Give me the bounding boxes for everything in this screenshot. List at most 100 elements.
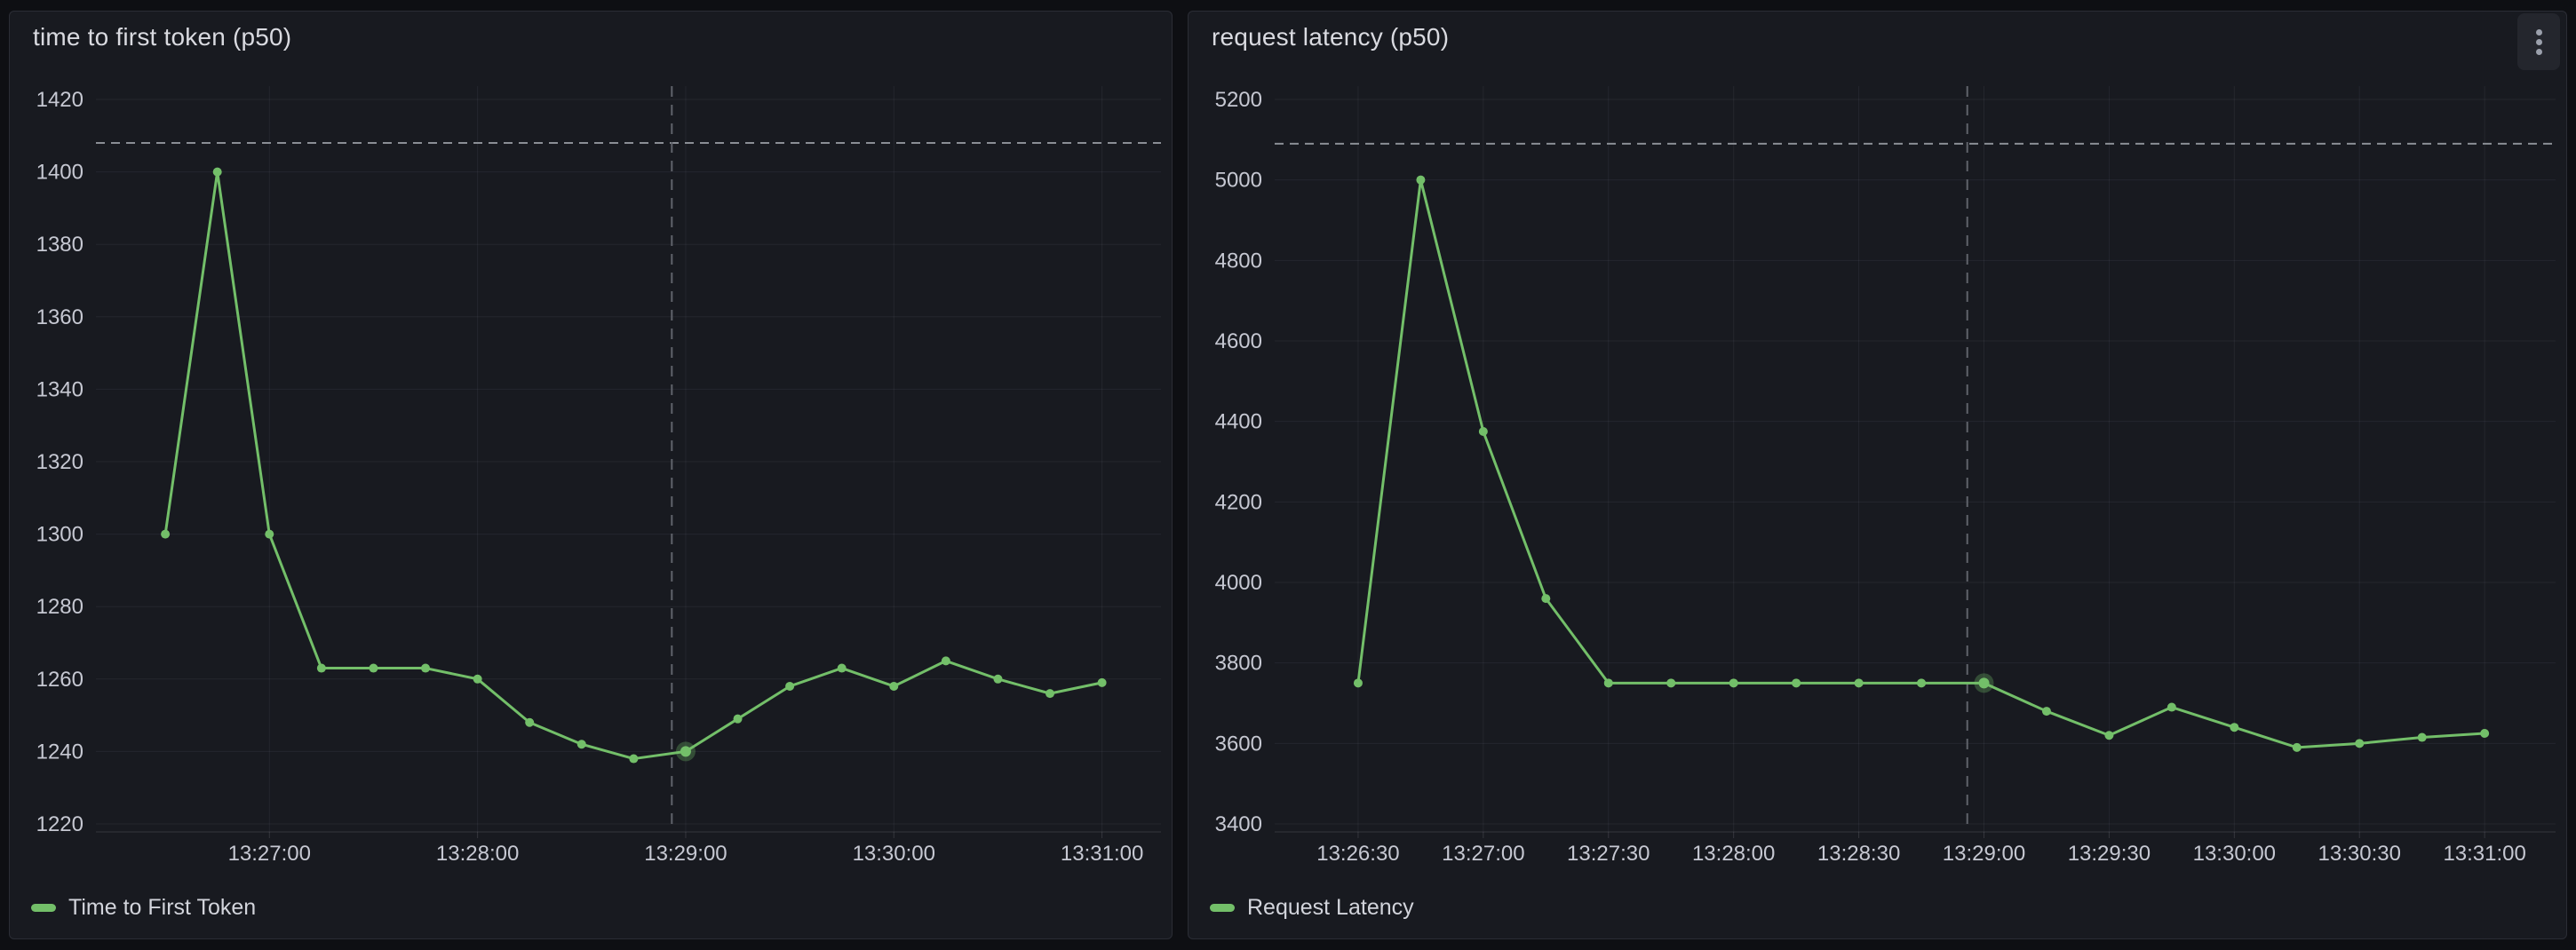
panel-title[interactable]: time to first token (p50) xyxy=(33,23,292,51)
data-point[interactable] xyxy=(2230,723,2239,732)
data-point[interactable] xyxy=(1097,677,1107,687)
data-point[interactable] xyxy=(1729,678,1738,688)
svg-text:1380: 1380 xyxy=(36,233,83,257)
data-point[interactable] xyxy=(1541,594,1551,604)
svg-text:13:30:00: 13:30:00 xyxy=(853,842,935,866)
x-axis xyxy=(1275,831,2556,838)
svg-text:13:28:00: 13:28:00 xyxy=(436,842,519,866)
svg-text:4200: 4200 xyxy=(1215,490,1262,514)
data-point[interactable] xyxy=(525,717,535,727)
panel-title[interactable]: request latency (p50) xyxy=(1212,23,1450,51)
svg-text:13:31:00: 13:31:00 xyxy=(1061,842,1143,866)
data-point[interactable] xyxy=(473,674,482,684)
kebab-menu-icon xyxy=(2535,28,2542,55)
svg-text:13:28:30: 13:28:30 xyxy=(1817,842,1900,866)
data-point[interactable] xyxy=(1416,175,1426,185)
svg-text:13:27:00: 13:27:00 xyxy=(1442,842,1524,866)
data-point[interactable] xyxy=(212,167,222,177)
svg-text:3400: 3400 xyxy=(1215,812,1262,836)
svg-text:1280: 1280 xyxy=(36,595,83,619)
data-point[interactable] xyxy=(1478,427,1488,436)
data-point[interactable] xyxy=(1603,678,1613,688)
svg-text:5000: 5000 xyxy=(1215,169,1262,193)
series-line[interactable] xyxy=(1356,178,2486,749)
data-point[interactable] xyxy=(2041,707,2051,716)
legend: Request Latency xyxy=(1210,894,1414,921)
data-point[interactable] xyxy=(576,740,586,749)
x-axis xyxy=(96,831,1161,838)
data-point[interactable] xyxy=(785,681,795,691)
data-point[interactable] xyxy=(941,656,950,666)
data-point[interactable] xyxy=(1353,678,1363,688)
data-point[interactable] xyxy=(2292,742,2302,752)
y-axis-labels: 1220 1240 1260 1280 1300 1320 1340 1360 1380 1400… xyxy=(36,88,83,836)
panel-menu-button[interactable] xyxy=(2517,13,2560,70)
gridlines xyxy=(96,86,1161,832)
svg-text:13:30:30: 13:30:30 xyxy=(2318,842,2401,866)
data-point[interactable] xyxy=(1854,678,1864,688)
svg-text:1220: 1220 xyxy=(36,812,83,836)
svg-text:13:29:30: 13:29:30 xyxy=(2068,842,2151,866)
series-color-swatch xyxy=(31,903,56,912)
svg-text:13:26:30: 13:26:30 xyxy=(1316,842,1399,866)
panel-request-latency: request latency (p50) 3400 3600 3800 4000 42… xyxy=(1188,11,2567,939)
data-point[interactable] xyxy=(2167,702,2176,712)
panel-header: time to first token (p50) xyxy=(10,12,1172,63)
data-point[interactable] xyxy=(837,663,847,673)
data-point[interactable] xyxy=(2355,739,2365,748)
svg-text:1420: 1420 xyxy=(36,88,83,112)
data-points[interactable] xyxy=(1353,175,2490,752)
ttft-chart-plot[interactable]: 1220 1240 1260 1280 1300 1320 1340 1360 1380 1400… xyxy=(10,61,1170,878)
svg-text:1300: 1300 xyxy=(36,523,83,547)
svg-text:4000: 4000 xyxy=(1215,571,1262,595)
svg-text:13:30:00: 13:30:00 xyxy=(2193,842,2276,866)
hovered-data-point[interactable] xyxy=(680,746,691,757)
svg-text:13:28:00: 13:28:00 xyxy=(1692,842,1775,866)
legend: Time to First Token xyxy=(31,894,256,921)
svg-text:3600: 3600 xyxy=(1215,732,1262,756)
latency-chart-plot[interactable]: 3400 3600 3800 4000 4200 4400 4600 4800 5000 5200… xyxy=(1189,61,2564,878)
svg-text:5200: 5200 xyxy=(1215,88,1262,112)
svg-text:3800: 3800 xyxy=(1215,652,1262,676)
svg-text:1400: 1400 xyxy=(36,161,83,185)
svg-text:1340: 1340 xyxy=(36,377,83,401)
data-point[interactable] xyxy=(1046,689,1055,699)
data-point[interactable] xyxy=(1917,678,1927,688)
data-point[interactable] xyxy=(889,681,899,691)
panel-header: request latency (p50) xyxy=(1189,12,2566,63)
svg-text:13:29:00: 13:29:00 xyxy=(1943,842,2025,866)
data-point[interactable] xyxy=(1666,678,1676,688)
series-line[interactable] xyxy=(163,170,1104,761)
x-axis-labels: 13:26:30 13:27:00 13:27:30 13:28:00 13:28:30… xyxy=(1316,842,2526,866)
svg-text:4600: 4600 xyxy=(1215,329,1262,353)
svg-text:1360: 1360 xyxy=(36,305,83,329)
data-point[interactable] xyxy=(2417,732,2427,742)
panel-time-to-first-token: time to first token (p50) 1220 1240 1260 12… xyxy=(9,11,1173,939)
data-point[interactable] xyxy=(265,529,274,539)
hovered-data-point[interactable] xyxy=(1978,677,1990,689)
svg-text:1320: 1320 xyxy=(36,450,83,474)
data-point[interactable] xyxy=(993,674,1003,684)
data-point[interactable] xyxy=(733,714,743,724)
data-point[interactable] xyxy=(629,754,639,764)
data-point[interactable] xyxy=(369,663,378,673)
series-legend-label[interactable]: Time to First Token xyxy=(68,894,257,920)
data-point[interactable] xyxy=(161,529,171,539)
data-points[interactable] xyxy=(161,167,1107,764)
svg-text:13:29:00: 13:29:00 xyxy=(644,842,727,866)
data-point[interactable] xyxy=(1792,678,1801,688)
svg-text:13:31:00: 13:31:00 xyxy=(2443,842,2525,866)
svg-text:1260: 1260 xyxy=(36,668,83,692)
series-color-swatch xyxy=(1210,903,1235,912)
svg-text:13:27:00: 13:27:00 xyxy=(228,842,311,866)
svg-text:4800: 4800 xyxy=(1215,249,1262,273)
data-point[interactable] xyxy=(2480,729,2490,738)
gridlines xyxy=(1275,86,2556,832)
data-point[interactable] xyxy=(421,663,431,673)
data-point[interactable] xyxy=(316,663,326,673)
svg-text:1240: 1240 xyxy=(36,740,83,764)
y-axis-labels: 3400 3600 3800 4000 4200 4400 4600 4800 5000 5200 xyxy=(1215,88,1262,836)
series-legend-label[interactable]: Request Latency xyxy=(1247,894,1414,920)
data-point[interactable] xyxy=(2104,731,2114,740)
